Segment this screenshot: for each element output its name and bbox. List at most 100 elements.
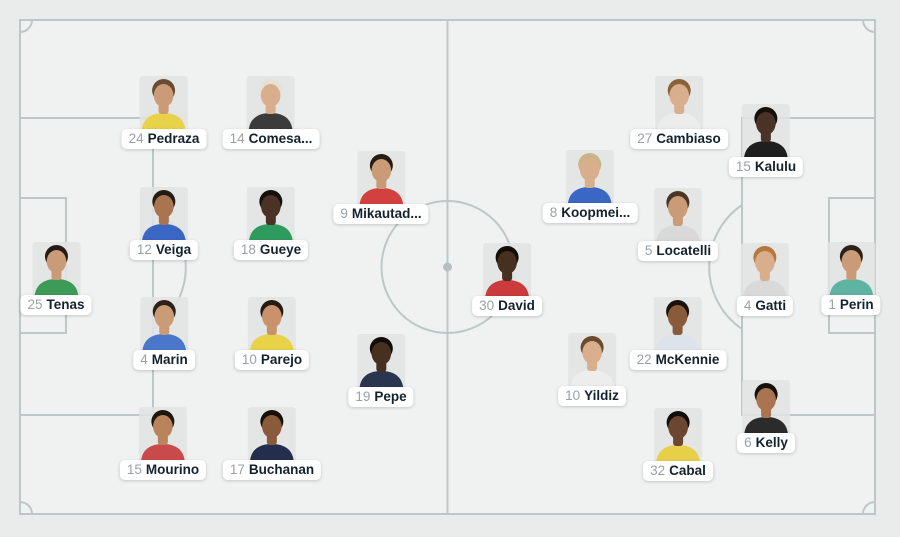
player-label: 25 Tenas [20, 295, 92, 315]
player-marker-away-6[interactable]: 4 Gatti [736, 242, 794, 316]
player-label: 14 Comesa... [222, 129, 320, 149]
player-marker-away-4[interactable]: 5 Locatelli [637, 187, 719, 261]
player-marker-home-8[interactable]: 19 Pepe [348, 333, 414, 407]
player-photo [741, 380, 790, 437]
player-marker-away-8[interactable]: 10 Yildiz [558, 332, 626, 406]
player-marker-home-10[interactable]: 17 Buchanan [222, 406, 322, 480]
player-number: 24 [128, 131, 144, 146]
player-marker-away-10[interactable]: 32 Cabal [643, 407, 713, 481]
player-photo [655, 76, 703, 133]
player-photo [140, 76, 188, 133]
player-name: Pepe [374, 389, 407, 404]
player-name: Comesa... [248, 131, 313, 146]
player-name: Marin [151, 352, 188, 367]
player-photo [567, 333, 616, 390]
player-photo [247, 187, 295, 244]
corner-arc-top-right [862, 19, 876, 33]
player-label: 12 Veiga [129, 240, 199, 260]
player-photo [482, 243, 531, 300]
player-number: 19 [355, 389, 371, 404]
player-number: 32 [650, 463, 666, 478]
player-name: Kalulu [754, 159, 797, 174]
corner-arc-bottom-left [19, 501, 33, 515]
player-number: 12 [136, 242, 152, 257]
penalty-arc-right [708, 204, 743, 330]
player-label: 19 Pepe [348, 387, 414, 407]
player-label: 6 Kelly [737, 433, 795, 453]
player-marker-home-3[interactable]: 12 Veiga [129, 186, 199, 260]
player-name: Gueye [259, 242, 302, 257]
player-number: 27 [637, 131, 653, 146]
player-photo [741, 104, 790, 161]
player-name: David [498, 298, 535, 313]
player-name: Yildiz [584, 388, 619, 403]
player-number: 25 [27, 297, 43, 312]
player-photo [247, 407, 296, 464]
player-photo [653, 408, 702, 465]
player-number: 15 [735, 159, 751, 174]
player-name: Koopmei... [561, 205, 631, 220]
center-dot [443, 262, 452, 272]
player-name: Locatelli [656, 243, 712, 258]
player-number: 6 [744, 435, 752, 450]
player-name: Buchanan [248, 462, 315, 477]
player-marker-home-9[interactable]: 15 Mourino [119, 406, 207, 480]
corner-arc-bottom-right [862, 501, 876, 515]
player-marker-away-9[interactable]: 6 Kelly [737, 379, 795, 453]
player-number: 15 [126, 462, 142, 477]
player-photo [248, 297, 296, 354]
player-name: Cabal [669, 463, 706, 478]
player-name: Pedraza [147, 131, 200, 146]
player-label: 4 Marin [133, 350, 195, 370]
player-marker-home-1[interactable]: 24 Pedraza [121, 75, 207, 149]
player-label: 15 Kalulu [728, 157, 804, 177]
player-photo [357, 334, 405, 391]
player-photo [741, 243, 789, 300]
player-label: 1 Perin [821, 295, 881, 315]
player-name: Gatti [755, 298, 787, 313]
player-marker-home-6[interactable]: 4 Marin [133, 296, 195, 370]
player-photo [140, 297, 188, 354]
player-name: Mourino [145, 462, 200, 477]
player-marker-away-2[interactable]: 15 Kalulu [728, 103, 804, 177]
player-label: 24 Pedraza [121, 129, 207, 149]
player-marker-home-0[interactable]: 25 Tenas [20, 241, 92, 315]
player-name: Cambiaso [656, 131, 721, 146]
player-marker-home-5[interactable]: 9 Mikautad... [333, 150, 429, 224]
player-label: 5 Locatelli [637, 241, 719, 261]
player-name: Mikautad... [351, 206, 422, 221]
player-photo [357, 151, 405, 208]
player-label: 9 Mikautad... [333, 204, 429, 224]
player-label: 10 Yildiz [558, 386, 626, 406]
player-name: Veiga [155, 242, 192, 257]
player-number: 22 [636, 352, 652, 367]
player-label: 27 Cambiaso [630, 129, 728, 149]
player-number: 17 [229, 462, 245, 477]
corner-arc-top-left [19, 19, 33, 33]
player-name: Parejo [260, 352, 303, 367]
player-marker-home-4[interactable]: 18 Gueye [233, 186, 309, 260]
player-name: Perin [839, 297, 874, 312]
player-number: 18 [240, 242, 256, 257]
player-marker-away-0[interactable]: 1 Perin [821, 241, 881, 315]
player-marker-away-3[interactable]: 8 Koopmei... [542, 149, 638, 223]
player-photo [139, 407, 187, 464]
player-marker-away-7[interactable]: 22 McKennie [629, 296, 727, 370]
player-photo [140, 187, 188, 244]
player-label: 4 Gatti [736, 296, 794, 316]
player-label: 18 Gueye [233, 240, 309, 260]
player-photo [31, 242, 80, 299]
player-number: 4 [140, 352, 148, 367]
player-marker-home-2[interactable]: 14 Comesa... [222, 75, 320, 149]
player-number: 1 [828, 297, 836, 312]
player-marker-away-5[interactable]: 30 David [472, 242, 542, 316]
player-number: 4 [743, 298, 752, 313]
player-name: Tenas [46, 297, 85, 312]
player-number: 8 [549, 205, 558, 220]
player-marker-away-1[interactable]: 27 Cambiaso [630, 75, 728, 149]
player-number: 9 [340, 206, 348, 221]
player-label: 30 David [472, 296, 542, 316]
player-marker-home-7[interactable]: 10 Parejo [234, 296, 310, 370]
player-number: 10 [241, 352, 257, 367]
